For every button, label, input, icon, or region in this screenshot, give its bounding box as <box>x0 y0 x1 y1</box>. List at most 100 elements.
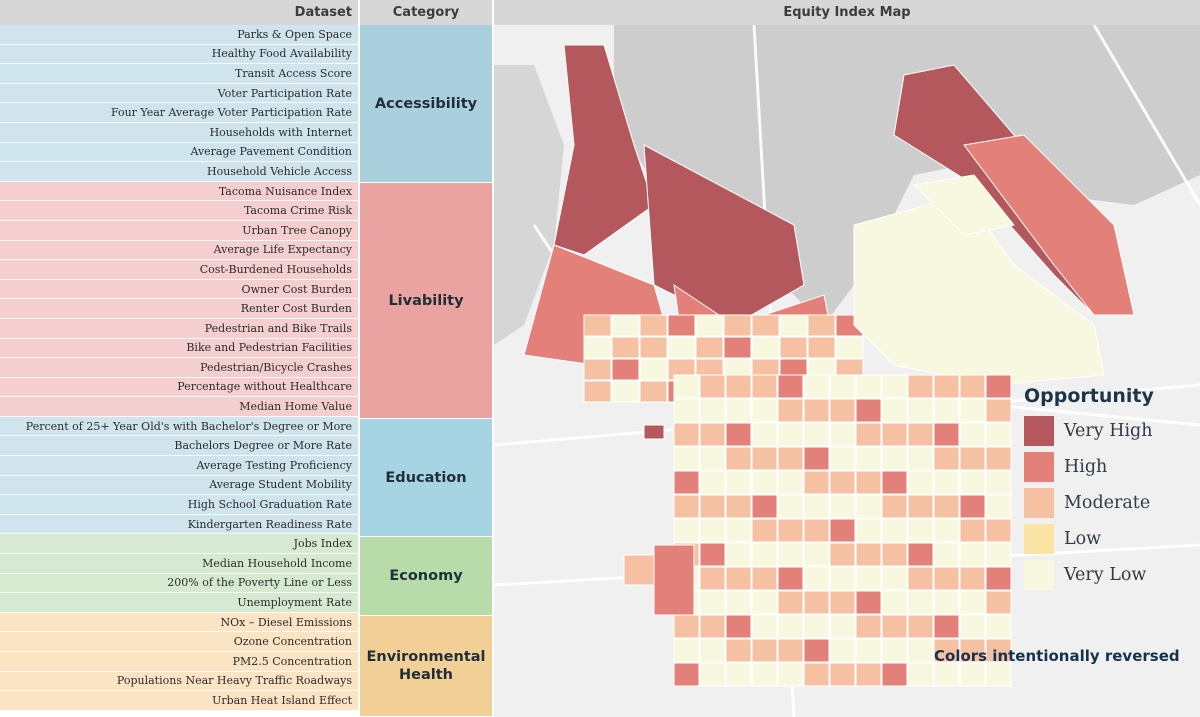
census-tract <box>985 446 1012 471</box>
census-tract <box>653 544 695 616</box>
census-tract <box>907 614 934 639</box>
census-tract <box>667 336 696 359</box>
census-tract <box>699 470 726 495</box>
dataset-row: Urban Heat Island Effect <box>0 691 358 711</box>
category-label: Accessibility <box>374 95 478 112</box>
census-tract <box>699 566 726 591</box>
census-tract <box>855 398 882 423</box>
census-tract <box>829 590 856 615</box>
census-tract <box>803 566 830 591</box>
census-tract <box>829 470 856 495</box>
dataset-row: Median Household Income <box>0 554 358 574</box>
dataset-row: Household Vehicle Access <box>0 162 358 182</box>
census-tract <box>829 422 856 447</box>
census-tract <box>907 374 934 399</box>
census-tract <box>723 314 752 337</box>
census-tract <box>695 336 724 359</box>
census-tract <box>673 374 700 399</box>
census-tract <box>639 336 668 359</box>
census-tract <box>959 662 986 687</box>
dataset-row: Owner Cost Burden <box>0 279 358 300</box>
dataset-row: Renter Cost Burden <box>0 299 358 319</box>
census-tract <box>725 446 752 471</box>
category-label: Environmental Health <box>366 649 486 683</box>
census-tract <box>881 422 908 447</box>
census-tract <box>829 566 856 591</box>
census-tract <box>829 518 856 543</box>
legend-label: High <box>1064 457 1108 477</box>
census-tract <box>855 566 882 591</box>
dataset-row: 200% of the Poverty Line or Less <box>0 573 358 594</box>
dataset-row: Unemployment Rate <box>0 593 358 613</box>
census-tract <box>855 662 882 687</box>
census-tract <box>985 398 1012 423</box>
census-tract <box>699 614 726 639</box>
map-legend: Opportunity Very High High Moderate Low Very… <box>1024 385 1194 593</box>
census-tract <box>985 614 1012 639</box>
census-tract <box>779 336 808 359</box>
legend-item: Low <box>1024 521 1194 557</box>
census-tract <box>725 518 752 543</box>
census-tract <box>725 614 752 639</box>
census-tract <box>985 518 1012 543</box>
census-tract <box>881 494 908 519</box>
census-tract <box>907 566 934 591</box>
equity-index-map[interactable]: Opportunity Very High High Moderate Low Very… <box>494 25 1200 717</box>
census-tract <box>907 542 934 567</box>
census-tract <box>912 174 1015 236</box>
census-tract <box>699 518 726 543</box>
census-tract <box>673 494 700 519</box>
census-tract <box>777 638 804 663</box>
census-tract <box>673 614 700 639</box>
category-acc: Accessibility <box>360 25 492 182</box>
census-tract <box>751 662 778 687</box>
legend-label: Low <box>1064 529 1102 549</box>
census-tract <box>667 314 696 337</box>
census-tract <box>855 494 882 519</box>
census-tract <box>725 398 752 423</box>
census-tract <box>695 314 724 337</box>
census-tract <box>639 358 668 381</box>
census-tract <box>933 398 960 423</box>
census-tract <box>985 590 1012 615</box>
census-tract <box>673 662 700 687</box>
census-tract <box>639 380 668 403</box>
census-tract <box>725 542 752 567</box>
census-tract <box>959 470 986 495</box>
census-tract <box>777 542 804 567</box>
census-tract <box>881 446 908 471</box>
census-tract <box>673 422 700 447</box>
census-tract <box>611 314 640 337</box>
legend-item: Very Low <box>1024 557 1194 593</box>
category-column-header: Category <box>360 0 492 25</box>
census-tract <box>751 314 780 337</box>
column-divider <box>492 0 494 717</box>
category-label: Education <box>385 469 467 486</box>
census-tract <box>699 542 726 567</box>
category-label: Economy <box>389 568 463 584</box>
census-tract <box>933 374 960 399</box>
map-canvas <box>494 25 1200 717</box>
census-tract <box>807 314 836 337</box>
census-tract <box>583 314 612 337</box>
dataset-row: Average Testing Proficiency <box>0 456 358 476</box>
census-tract <box>855 542 882 567</box>
census-tract <box>959 614 986 639</box>
census-tract <box>779 314 808 337</box>
census-tract <box>907 470 934 495</box>
census-tract <box>881 566 908 591</box>
dataset-row: Tacoma Crime Risk <box>0 201 358 221</box>
census-tract <box>907 422 934 447</box>
dataset-column-header: Dataset <box>0 0 358 25</box>
census-tract <box>959 494 986 519</box>
census-tract <box>699 374 726 399</box>
census-tract <box>881 590 908 615</box>
census-tract <box>959 374 986 399</box>
census-tract <box>829 446 856 471</box>
census-tract <box>933 590 960 615</box>
dataset-row: Percentage without Healthcare <box>0 377 358 398</box>
census-tract <box>611 336 640 359</box>
census-tract <box>907 446 934 471</box>
census-tract <box>985 374 1012 399</box>
census-tract <box>907 590 934 615</box>
